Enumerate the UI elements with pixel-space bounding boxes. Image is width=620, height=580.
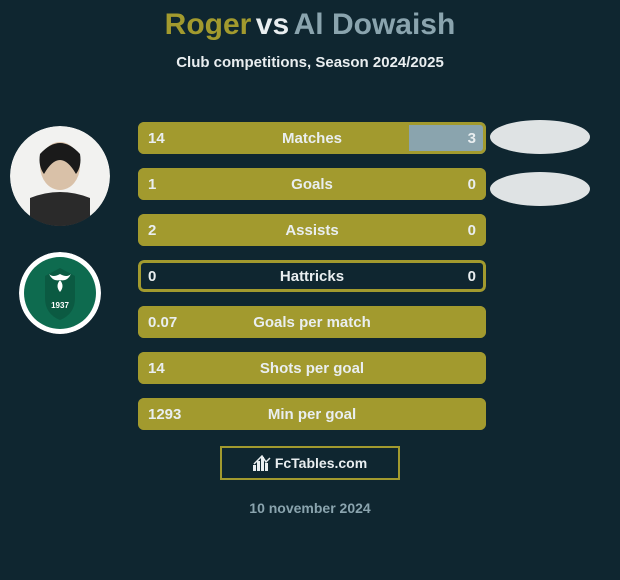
svg-text:1937: 1937 (51, 301, 69, 310)
stat-label: Assists (138, 214, 486, 246)
stat-label: Goals per match (138, 306, 486, 338)
player1-avatar (10, 126, 110, 226)
stat-label: Matches (138, 122, 486, 154)
stat-row: 14Shots per goal (138, 352, 486, 384)
avatars-column: 1937 (10, 126, 110, 360)
club-oval-1 (490, 120, 590, 154)
stat-label: Shots per goal (138, 352, 486, 384)
club-ovals-column (490, 120, 600, 224)
stat-label: Goals (138, 168, 486, 200)
subtitle: Club competitions, Season 2024/2025 (0, 54, 620, 71)
stat-row: 1293Min per goal (138, 398, 486, 430)
bars-icon (253, 455, 271, 471)
stats-bars: 143Matches 10Goals 20Assists 00Hattricks 0.0… (138, 122, 486, 444)
player2-club-avatar: 1937 (19, 252, 101, 334)
person-silhouette-icon (10, 126, 110, 226)
stat-label: Hattricks (138, 260, 486, 292)
title-player2: Al Dowaish (294, 8, 456, 42)
logo-text: FcTables.com (275, 455, 367, 471)
club-oval-2 (490, 172, 590, 206)
stat-row: 00Hattricks (138, 260, 486, 292)
stat-row: 10Goals (138, 168, 486, 200)
club-crest-icon: 1937 (19, 252, 101, 334)
stat-row: 0.07Goals per match (138, 306, 486, 338)
stat-label: Min per goal (138, 398, 486, 430)
stat-row: 143Matches (138, 122, 486, 154)
title-row: Roger vs Al Dowaish (0, 0, 620, 42)
comparison-infographic: Roger vs Al Dowaish Club competitions, S… (0, 0, 620, 580)
date-text: 10 november 2024 (0, 500, 620, 516)
stat-row: 20Assists (138, 214, 486, 246)
fctables-logo: FcTables.com (220, 446, 400, 480)
title-vs: vs (256, 8, 289, 42)
title-player1: Roger (165, 8, 252, 42)
